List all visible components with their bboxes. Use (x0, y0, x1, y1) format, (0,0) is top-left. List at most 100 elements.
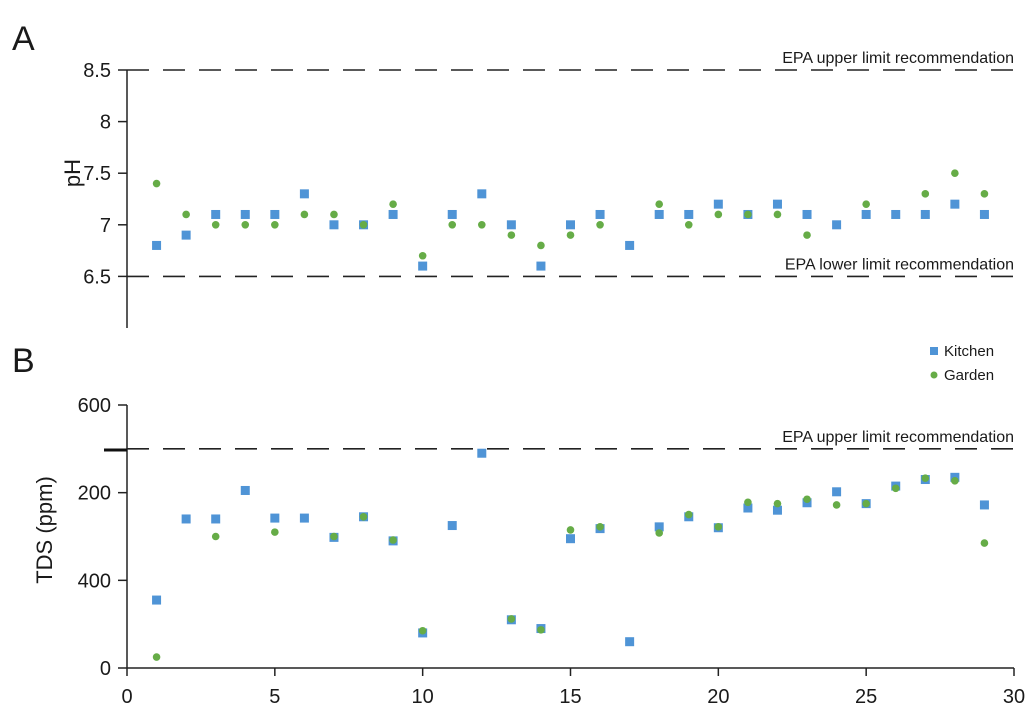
panel-a-garden-point (241, 221, 250, 229)
panel-a-kitchen-point (536, 261, 546, 271)
panel-a-ytick-label: 7 (100, 215, 111, 237)
panel-a-kitchen-point (329, 220, 339, 230)
panel-b-kitchen-point (270, 513, 280, 523)
panel-b-xtick-label: 20 (707, 686, 729, 708)
panel-b-kitchen-point (152, 595, 162, 605)
panel-a-kitchen-point (625, 240, 635, 250)
panel-b-garden-point (862, 499, 870, 508)
panel-b-kitchen-point (447, 521, 457, 531)
legend-kitchen-marker (930, 347, 938, 355)
panel-b-ref-label-0: EPA upper limit recommendation (782, 429, 1014, 446)
panel-a-garden-point (951, 169, 959, 177)
panel-b-ylabel: TDS (ppm) (32, 476, 57, 584)
panel-a-garden-point (862, 200, 870, 208)
panel-a-ref-label-bg (710, 49, 1010, 67)
panel-a-ytick-label: 6.5 (83, 266, 111, 288)
panel-b-kitchen-point (772, 505, 782, 515)
panel-a-kitchen-point (654, 209, 664, 219)
panel-a-kitchen-point (950, 199, 960, 209)
panel-a-kitchen-point (566, 220, 575, 230)
panel-b-garden-point (389, 536, 397, 544)
panel-a-kitchen-point (920, 209, 930, 219)
panel-a-kitchen-point (832, 220, 842, 230)
panel-b-garden-point (271, 528, 279, 536)
panel-a-garden-point (182, 210, 190, 219)
panel-a-garden-point (478, 221, 486, 229)
panel-b-kitchen-point (625, 637, 635, 647)
panel-a-kitchen-point (181, 230, 191, 240)
panel-a-garden-point (359, 221, 368, 229)
panel-b-garden-point (744, 498, 752, 507)
panel-b-xtick-label: 5 (269, 686, 280, 708)
panel-b-garden-point (359, 512, 368, 521)
panel-b-xtick-label: 10 (412, 686, 434, 708)
panel-a-garden-point (744, 210, 752, 219)
panel-a-ref-label-0: EPA upper limit recommendation (782, 50, 1014, 67)
panel-b-kitchen-point (566, 534, 575, 544)
panel-a-kitchen-point (477, 189, 487, 199)
panel-a-garden-point (271, 221, 279, 229)
panel-a-kitchen-point (270, 209, 280, 219)
panel-b-garden-point (566, 526, 575, 534)
panel-b-garden-point (684, 510, 693, 519)
panel-b-garden-point (211, 532, 220, 541)
panel-b-garden-point (803, 495, 811, 504)
panel-a-garden-point (537, 241, 545, 250)
panel-a-garden-point (655, 200, 663, 208)
panel-a-kitchen-point (772, 199, 782, 209)
panel-b-xtick-label: 0 (121, 686, 132, 708)
panel-a-kitchen-point (595, 209, 605, 219)
panel-b-garden-point (951, 477, 959, 485)
panel-b-kitchen-point (211, 514, 221, 524)
panel-a-kitchen-point (861, 209, 871, 219)
panel-a-kitchen-point (979, 209, 989, 219)
panel-b-ytick-label: 400 (78, 570, 111, 592)
panel-b-garden-point (418, 626, 427, 635)
panel-b-garden-point (537, 626, 545, 634)
panel-a-garden-point (773, 210, 782, 219)
panel-a-kitchen-point (152, 240, 162, 250)
panel-a-garden-point (596, 221, 604, 229)
panel-a-ytick-label: 8.5 (83, 60, 111, 82)
panel-a-kitchen-point (506, 220, 516, 230)
panel-a-garden-point (566, 231, 575, 239)
panel-a-garden-point (389, 200, 397, 208)
panel-b-garden-point (773, 499, 782, 508)
panel-b-garden-point (891, 484, 900, 493)
panel-a-ref-label-1: EPA lower limit recommendation (785, 256, 1014, 273)
panel-a-garden-point (507, 231, 516, 239)
panel-a-garden-point (684, 221, 693, 229)
panel-b-ytick-label: 600 (78, 395, 111, 417)
panel-a-kitchen-point (713, 199, 723, 209)
panel-a-kitchen-point (447, 209, 457, 219)
panel-a-kitchen-point (891, 209, 901, 219)
panel-a-garden-point (152, 179, 161, 188)
panel-b-garden-point (921, 474, 930, 483)
panel-a-ylabel: pH (60, 159, 85, 187)
panel-a-garden-point (921, 190, 930, 198)
panel-a-kitchen-point (240, 209, 250, 219)
panel-b-ref-label-bg (710, 427, 1010, 446)
panel-b-xtick-label: 25 (855, 686, 877, 708)
panel-b-garden-point (655, 529, 663, 537)
panel-b-kitchen-point (299, 513, 309, 523)
panel-b-kitchen-point (979, 500, 989, 510)
legend-garden-marker (930, 371, 938, 379)
panel-b-kitchen-point (181, 514, 191, 524)
panel-a-garden-point (330, 210, 338, 219)
panel-b-letter: B (12, 342, 35, 380)
panel-a-letter: A (12, 20, 35, 58)
panel-a-garden-point (980, 190, 989, 198)
panel-b-kitchen-point (832, 487, 842, 497)
panel-b-garden-point (596, 523, 604, 531)
panel-a-kitchen-point (299, 189, 309, 199)
panel-a-garden-point (803, 231, 811, 239)
panel-b-garden-point (330, 532, 338, 541)
panel-b-garden-point (832, 501, 841, 509)
panel-b-xtick-label: 15 (559, 686, 581, 708)
panel-a-garden-point (714, 210, 723, 219)
panel-a-garden-point (211, 221, 220, 229)
panel-b-ytick-label: 200 (78, 483, 111, 505)
legend-garden-label: Garden (944, 367, 994, 384)
